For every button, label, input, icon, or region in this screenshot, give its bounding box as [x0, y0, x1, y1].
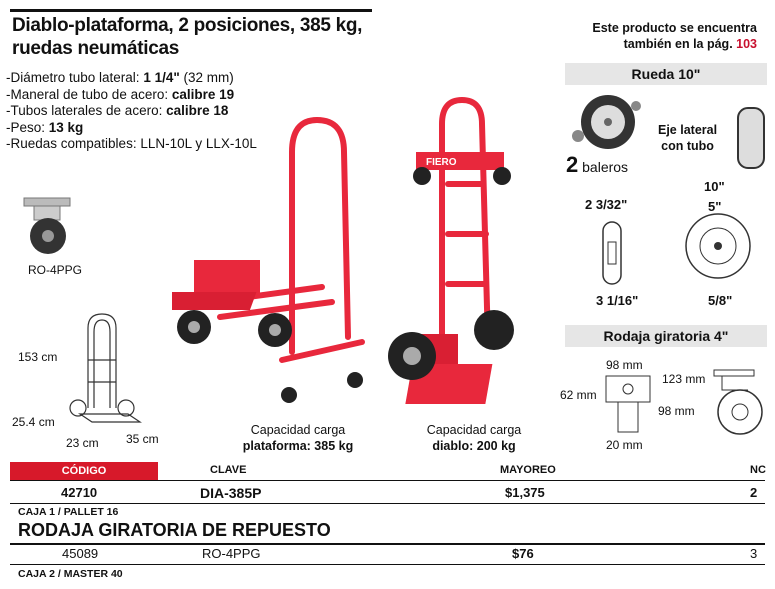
dim-platform-height: 25.4 cm: [12, 415, 55, 429]
axle-label: Eje lateral con tubo: [658, 123, 718, 153]
dim-width: 23 cm: [66, 436, 99, 450]
caster-thumbnail: [23, 197, 71, 254]
col-clave: CLAVE: [210, 464, 247, 476]
caption-platform: Capacidad carga plataforma: 385 kg: [242, 423, 354, 453]
note-line: también en la pág. 103: [623, 37, 757, 51]
caster-heading: Rodaja giratoria 4": [565, 325, 767, 347]
caster-dim-total: 123 mm: [662, 372, 706, 386]
caster-dim-height: 62 mm: [560, 388, 597, 402]
spec-item: -Peso: 13 kg: [6, 119, 84, 135]
row-clave: DIA-385P: [200, 485, 262, 501]
wheel-dim-axle: 5/8": [708, 293, 733, 308]
table-header: CÓDIGO CLAVE MAYOREO NC: [10, 462, 766, 481]
caster-dim-diameter: 98 mm: [658, 404, 695, 418]
wheel-dim-hub: 3 1/16": [596, 293, 639, 308]
wheel-heading: Rueda 10": [565, 63, 767, 85]
row-mayoreo: $1,375: [505, 485, 545, 500]
dim-height: 153 cm: [18, 350, 58, 364]
brand-logo: FIERO: [426, 157, 457, 168]
page-link[interactable]: 103: [736, 37, 757, 51]
wheel-side-drawing: [602, 221, 622, 285]
spec-list: -Diámetro tubo lateral: 1 1/4" (32 mm) -…: [6, 70, 257, 153]
note-line: Este producto se encuentra: [592, 21, 757, 35]
row2-clave: RO-4PPG: [202, 546, 261, 561]
row2-nc: 3: [750, 546, 758, 561]
dim-depth: 35 cm: [126, 432, 159, 446]
bearings-label: 2 baleros: [566, 152, 629, 177]
section-title-spare: RODAJA GIRATORIA DE REPUESTO: [18, 520, 331, 540]
cart-platform-image: [172, 116, 365, 403]
row-caja: CAJA 1 / PALLET 16: [18, 506, 119, 518]
dolly-dimension-drawing: [69, 313, 142, 423]
row2-caja: CAJA 2 / MASTER 40: [18, 568, 123, 580]
col-codigo: CÓDIGO: [10, 462, 158, 480]
col-mayoreo: MAYOREO: [500, 464, 556, 476]
cart-dolly-image: FIERO: [388, 96, 514, 404]
spec-item: -Diámetro tubo lateral: 1 1/4" (32 mm): [6, 70, 234, 85]
caster-top-drawing: [605, 375, 651, 433]
wheel-dim-rim: 5": [708, 199, 722, 214]
wheel-dim-width: 2 3/32": [585, 197, 628, 212]
spec-item: -Ruedas compatibles: LLN-10L y LLX-10L: [6, 136, 257, 151]
caster-thumb-label: RO-4PPG: [28, 263, 83, 277]
caster-dim-plate: 98 mm: [606, 358, 643, 372]
title-rule: [10, 9, 372, 12]
row2-mayoreo: $76: [512, 546, 534, 561]
wheel-dim-diameter: 10": [704, 179, 725, 194]
row2-rule: [10, 564, 765, 565]
col-nc: NC: [750, 464, 766, 476]
page-reference-note: Este producto se encuentra también en la…: [592, 20, 757, 52]
wheel-front-drawing: [685, 213, 751, 279]
spec-item: -Tubos laterales de acero: calibre 18: [6, 103, 229, 118]
spec-item: -Maneral de tubo de acero: calibre 19: [6, 86, 235, 102]
row-codigo: 42710: [61, 485, 98, 500]
section-rule: [10, 543, 765, 545]
wheel-image: [572, 95, 641, 149]
caption-dolly: Capacidad carga diablo: 200 kg: [426, 423, 522, 453]
axle-wheel-image: [737, 107, 765, 169]
row2-codigo: 45089: [62, 546, 99, 561]
caster-side-drawing: [713, 369, 763, 435]
caster-dim-base: 20 mm: [606, 438, 643, 452]
product-title: Diablo-plataforma, 2 posiciones, 385 kg,…: [12, 15, 363, 59]
row-rule: [10, 503, 765, 504]
row-nc: 2: [750, 485, 758, 500]
